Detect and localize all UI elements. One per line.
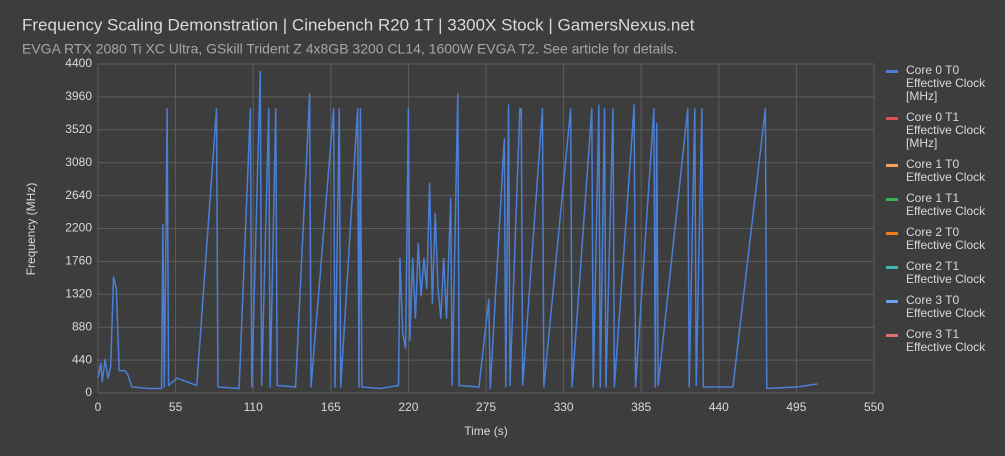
legend: Core 0 T0 Effective Clock [MHz] Core 0 T1…: [886, 64, 1004, 362]
x-tick-label: 330: [554, 400, 574, 414]
x-tick-label: 495: [786, 400, 806, 414]
y-tick-label: 880: [72, 319, 92, 333]
x-axis-label: Time (s): [464, 424, 508, 438]
legend-swatch: [886, 117, 898, 120]
legend-swatch: [886, 232, 898, 235]
y-tick-label: 3520: [65, 122, 92, 136]
legend-item: Core 2 T1 Effective Clock: [886, 260, 1004, 286]
legend-label: Core 2 T1 Effective Clock: [906, 259, 986, 286]
chart-subtitle: EVGA RTX 2080 Ti XC Ultra, GSkill Triden…: [22, 41, 677, 57]
legend-swatch: [886, 300, 898, 303]
x-tick-label: 110: [244, 400, 263, 414]
legend-swatch: [886, 334, 898, 337]
legend-item: Core 3 T0 Effective Clock: [886, 294, 1004, 320]
legend-swatch: [886, 266, 898, 269]
y-tick-label: 0: [85, 385, 92, 399]
y-tick-label: 440: [72, 352, 92, 366]
x-tick-label: 550: [864, 400, 884, 414]
x-tick-label: 440: [709, 400, 729, 414]
legend-label: Core 2 T0 Effective Clock: [906, 225, 986, 252]
series-line: [97, 70, 818, 390]
y-tick-label: 4400: [65, 56, 92, 70]
legend-label: Core 1 T0 Effective Clock: [906, 157, 986, 184]
legend-swatch: [886, 164, 898, 167]
legend-item: Core 1 T0 Effective Clock: [886, 158, 1004, 184]
y-tick-label: 2200: [65, 221, 92, 235]
legend-swatch: [886, 70, 898, 73]
legend-item: Core 0 T0 Effective Clock [MHz]: [886, 64, 1004, 103]
x-tick-label: 275: [476, 400, 496, 414]
legend-label: Core 1 T1 Effective Clock: [906, 191, 986, 218]
legend-item: Core 2 T0 Effective Clock: [886, 226, 1004, 252]
legend-label: Core 0 T1 Effective Clock [MHz]: [906, 110, 986, 150]
x-tick-label: 220: [398, 400, 418, 414]
legend-label: Core 0 T0 Effective Clock [MHz]: [906, 63, 986, 103]
chart-title: Frequency Scaling Demonstration | Cinebe…: [22, 15, 695, 34]
x-tick-label: 0: [95, 400, 102, 414]
y-tick-label: 3080: [65, 155, 92, 169]
y-tick-label: 1320: [65, 286, 92, 300]
x-tick-label: 165: [321, 400, 341, 414]
y-tick-label: 3960: [65, 89, 92, 103]
legend-label: Core 3 T1 Effective Clock: [906, 327, 986, 354]
y-axis-label: Frequency (MHz): [24, 183, 38, 276]
legend-label: Core 3 T0 Effective Clock: [906, 293, 986, 320]
y-tick-label: 1760: [65, 254, 92, 268]
legend-item: Core 1 T1 Effective Clock: [886, 192, 1004, 218]
x-tick-label: 385: [631, 400, 651, 414]
legend-item: Core 3 T1 Effective Clock: [886, 328, 1004, 354]
legend-swatch: [886, 198, 898, 201]
y-tick-label: 2640: [65, 188, 92, 202]
x-tick-label: 55: [169, 400, 183, 414]
legend-item: Core 0 T1 Effective Clock [MHz]: [886, 111, 1004, 150]
